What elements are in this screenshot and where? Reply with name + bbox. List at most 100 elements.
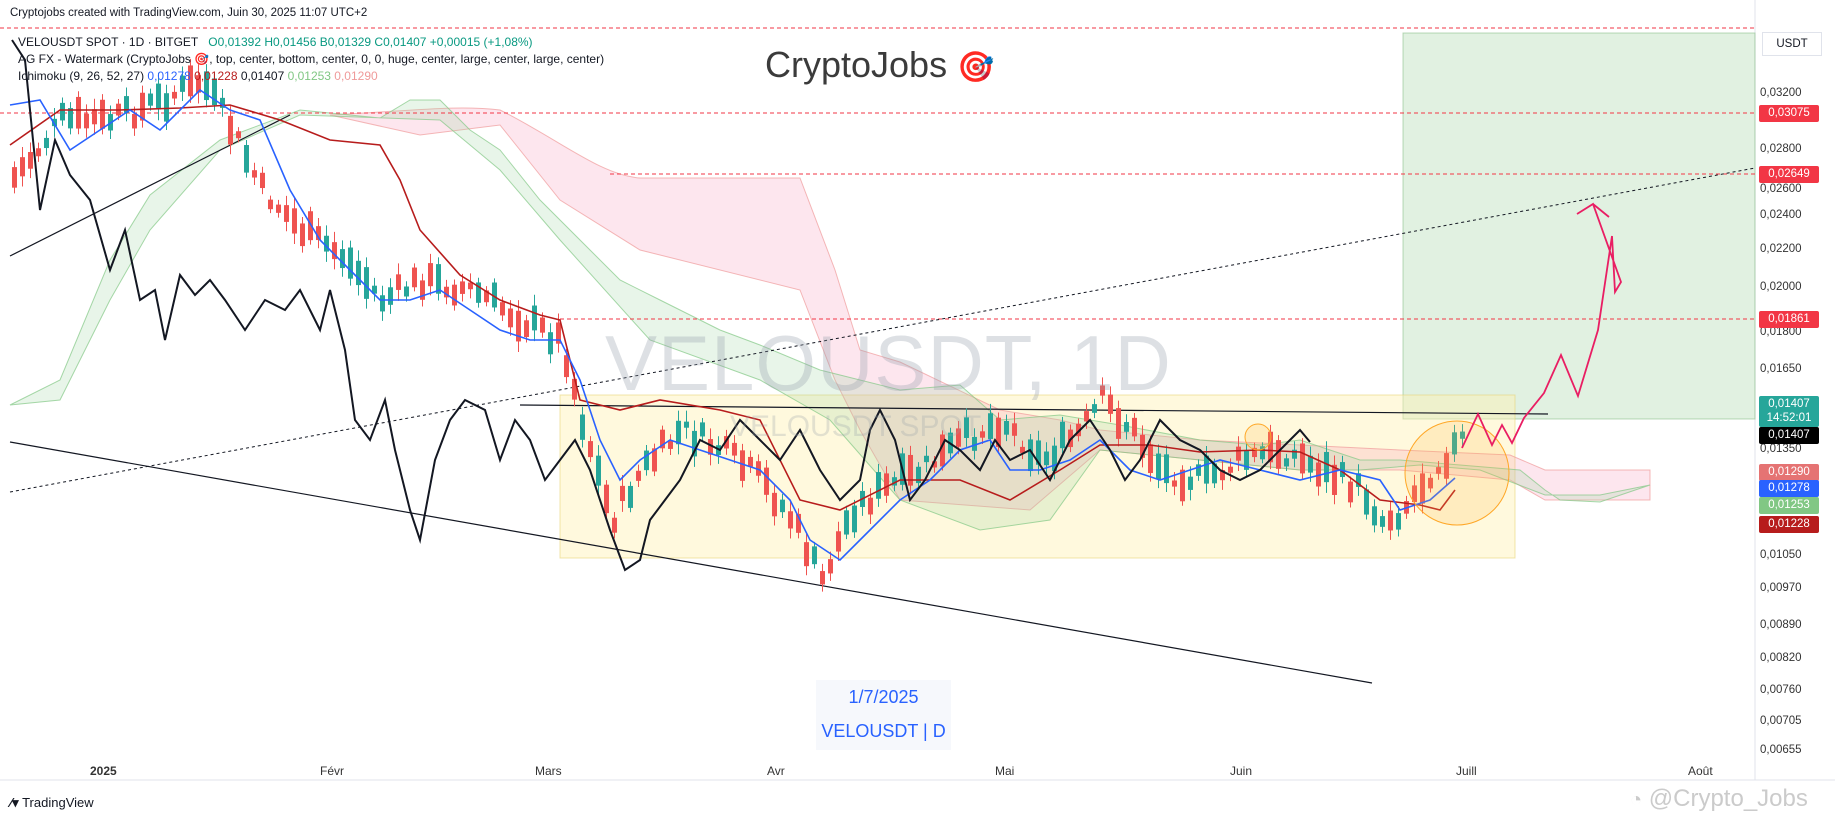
time-tick: Juill <box>1456 764 1477 778</box>
candle-body <box>556 322 561 344</box>
candle-body <box>916 466 921 484</box>
candle-body <box>468 282 473 290</box>
candle-body <box>12 167 17 188</box>
range-box <box>559 394 1516 559</box>
target-zone <box>1402 32 1756 420</box>
candle-body <box>428 263 433 287</box>
candle-body <box>596 455 601 486</box>
candle-body <box>1300 443 1305 474</box>
price-label: 0,02649 <box>1759 166 1819 183</box>
symbol-label[interactable]: VELOUSDT SPOT · 1D · BITGET <box>18 35 199 49</box>
candle-body <box>524 320 529 338</box>
price-tick: 0,00705 <box>1760 715 1802 727</box>
candle-body <box>412 267 417 288</box>
candle-body <box>212 78 217 106</box>
candle-body <box>516 310 521 342</box>
candle-body <box>812 546 817 565</box>
brand-logo: CryptoJobs 🎯 <box>765 44 994 86</box>
candle-body <box>708 439 713 455</box>
price-tick: 0,01800 <box>1760 326 1802 338</box>
candle-body <box>748 456 753 467</box>
candle-body <box>148 93 153 106</box>
tradingview-icon: ⁄▾ <box>10 795 19 810</box>
attribution-text: Cryptojobs created with TradingView.com,… <box>10 7 368 19</box>
price-tick: 0,01350 <box>1760 443 1802 455</box>
candle-body <box>1020 446 1025 453</box>
candle-body <box>868 497 873 515</box>
candle-body <box>1412 485 1417 503</box>
candle-body <box>404 286 409 297</box>
candle-body <box>1164 454 1169 484</box>
candle-body <box>252 170 257 178</box>
candle-body <box>36 148 41 157</box>
candle-body <box>540 317 545 333</box>
highlight-circle-small <box>1244 423 1272 451</box>
candle-body <box>1092 404 1097 413</box>
candle-body <box>980 431 985 438</box>
price-tick: 0,03200 <box>1760 87 1802 99</box>
ichimoku-value: 0,01290 <box>330 69 378 83</box>
candle-body <box>684 421 689 428</box>
ohlc-values: O0,01392 H0,01456 B0,01329 C0,01407 +0,0… <box>208 35 533 49</box>
candle-body <box>676 420 681 445</box>
candle-body <box>1148 444 1153 474</box>
candle-body <box>444 286 449 298</box>
candle-body <box>1428 477 1433 489</box>
watermark-indicator-label[interactable]: AG FX - Watermark (CryptoJobs 🎯, top, ce… <box>18 52 605 66</box>
candle-body <box>1332 464 1337 495</box>
ichimoku-label: Ichimoku (9, 26, 52, 27) <box>18 69 145 83</box>
candle-body <box>1436 467 1441 474</box>
candle-body <box>852 505 857 533</box>
candle-body <box>564 355 569 378</box>
candle-body <box>508 308 513 328</box>
chikou-line <box>11 39 1311 572</box>
candle-body <box>692 430 697 457</box>
candle-body <box>1340 462 1345 478</box>
candle-body <box>260 172 265 189</box>
candle-body <box>1364 489 1369 515</box>
projection-path <box>1461 202 1622 449</box>
candle-body <box>732 442 737 456</box>
candle-body <box>1228 466 1233 473</box>
candle-body <box>548 332 553 355</box>
price-tick: 0,00760 <box>1760 684 1802 696</box>
brand-name: CryptoJobs <box>765 44 948 85</box>
currency-button[interactable]: USDT <box>1762 32 1822 56</box>
price-label: 0,01228 <box>1759 516 1819 533</box>
candle-body <box>780 499 785 513</box>
candle-body <box>164 93 169 122</box>
candle-body <box>1084 411 1089 422</box>
tradingview-logo[interactable]: ⁄▾ TradingView <box>10 795 94 811</box>
candle-body <box>884 473 889 496</box>
candle-body <box>1004 420 1009 435</box>
credit-text: @Crypto_Jobs <box>1648 785 1808 812</box>
candle-body <box>28 152 33 169</box>
candle-body <box>364 267 369 299</box>
candle-body <box>292 208 297 234</box>
candle-body <box>52 118 57 127</box>
candle-body <box>1316 462 1321 487</box>
candle-body <box>1396 513 1401 530</box>
price-label: 0,01407 <box>1759 396 1819 413</box>
candle-body <box>1204 455 1209 484</box>
candle-body <box>244 145 249 173</box>
candle-body <box>172 91 177 99</box>
candle-body <box>956 428 961 447</box>
candle-body <box>60 102 65 121</box>
candle-body <box>820 571 825 585</box>
symbol-watermark: VELOUSDT, 1D <box>605 319 1172 407</box>
candle-body <box>460 281 465 294</box>
candle-body <box>1268 431 1273 463</box>
ichimoku-legend[interactable]: Ichimoku (9, 26, 52, 27) 0,01278 0,01228… <box>18 69 378 83</box>
candle-body <box>348 247 353 279</box>
candle-body <box>1036 440 1041 465</box>
candle-body <box>76 96 81 129</box>
candle-body <box>220 97 225 108</box>
upper-left-trendline <box>9 114 291 257</box>
candle-body <box>1140 434 1145 458</box>
credit-watermark: ◔ @Crypto_Jobs <box>1630 785 1808 813</box>
candle-body <box>644 450 649 471</box>
price-tick: 0,02000 <box>1760 281 1802 293</box>
candle-body <box>532 305 537 331</box>
